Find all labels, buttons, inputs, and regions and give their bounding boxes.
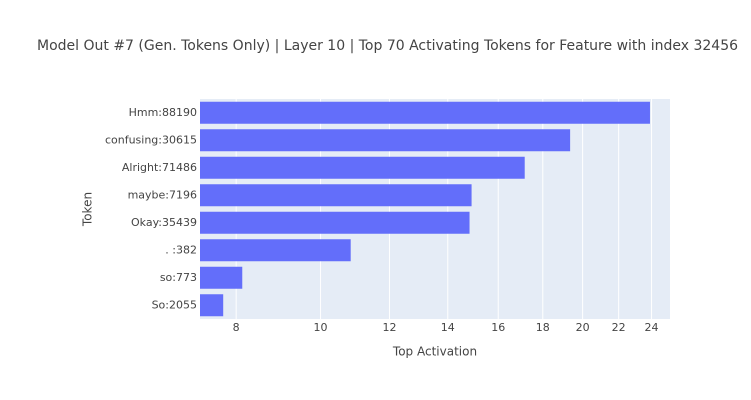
- y-tick-label: Hmm:88190: [129, 106, 197, 119]
- y-tick-label: Alright:71486: [122, 161, 197, 174]
- x-tick-label: 12: [382, 321, 396, 334]
- x-tick-label: 10: [314, 321, 328, 334]
- x-tick-label: 20: [576, 321, 590, 334]
- y-tick-label: maybe:7196: [128, 188, 197, 201]
- y-tick-label: So:2055: [152, 298, 197, 311]
- y-tick-label: so:773: [160, 271, 197, 284]
- bar: [200, 211, 470, 234]
- y-tick-label: confusing:30615: [105, 133, 197, 146]
- bar: [200, 294, 224, 317]
- x-tick-label: 14: [441, 321, 455, 334]
- x-tick-label: 24: [645, 321, 659, 334]
- y-axis-title: Token: [81, 192, 95, 227]
- bar: [200, 266, 243, 289]
- chart-title: Model Out #7 (Gen. Tokens Only) | Layer …: [37, 38, 738, 54]
- bar: [200, 184, 472, 207]
- x-tick-label: 22: [612, 321, 626, 334]
- bar: [200, 239, 351, 262]
- y-tick-label: Okay:35439: [131, 216, 197, 229]
- bar: [200, 101, 650, 124]
- bar: [200, 129, 571, 152]
- x-tick-label: 8: [233, 321, 240, 334]
- y-tick-label: . :382: [165, 243, 197, 256]
- bar: [200, 156, 525, 179]
- x-tick-label: 18: [536, 321, 550, 334]
- x-axis-title: Top Activation: [392, 345, 477, 359]
- x-tick-label: 16: [491, 321, 505, 334]
